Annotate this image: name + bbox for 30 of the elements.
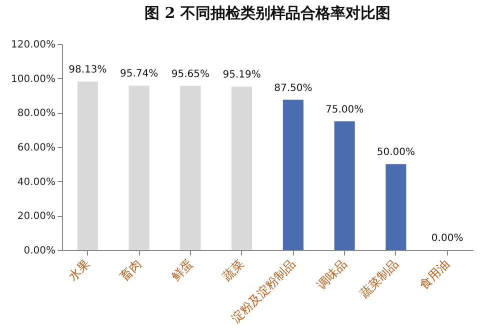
x-tick-label: 调味品 [314, 256, 350, 292]
bar [386, 164, 406, 250]
x-tick-label: 蔬菜制品 [357, 256, 401, 300]
y-tick-label: 0.00% [24, 246, 56, 256]
data-label: 0.00% [431, 233, 464, 244]
bar [282, 100, 304, 250]
x-tick-label: 蔬菜 [220, 256, 247, 284]
data-label: 95.74% [120, 68, 158, 80]
x-tick-label: 水果 [66, 256, 93, 284]
y-tick-label: 80.00% [17, 108, 56, 120]
data-label: 95.65% [171, 68, 210, 80]
data-label: 75.00% [325, 104, 364, 116]
y-tick-label: 120.00% [11, 40, 56, 50]
bar [77, 82, 98, 250]
y-tick-label: 60.00% [17, 142, 56, 154]
x-tick-label: 鲜蛋 [168, 256, 196, 284]
bar [334, 121, 355, 250]
data-label: 50.00% [376, 147, 416, 158]
x-tick-label: 食用油 [416, 256, 452, 292]
bar [180, 86, 201, 250]
bar [128, 86, 150, 250]
bar [232, 86, 252, 250]
data-label: 98.13% [68, 64, 107, 76]
data-label: 95.19% [222, 70, 261, 81]
y-tick-label: 100.00% [11, 74, 56, 85]
y-tick-label: 40.00% [17, 176, 56, 188]
data-label: 87.50% [274, 82, 312, 94]
x-tick-label: 畜肉 [117, 256, 144, 284]
y-tick-label: 20.00% [17, 211, 56, 222]
chart-title: 图 2 不同抽检类别样品合格率对比图 [144, 4, 390, 22]
